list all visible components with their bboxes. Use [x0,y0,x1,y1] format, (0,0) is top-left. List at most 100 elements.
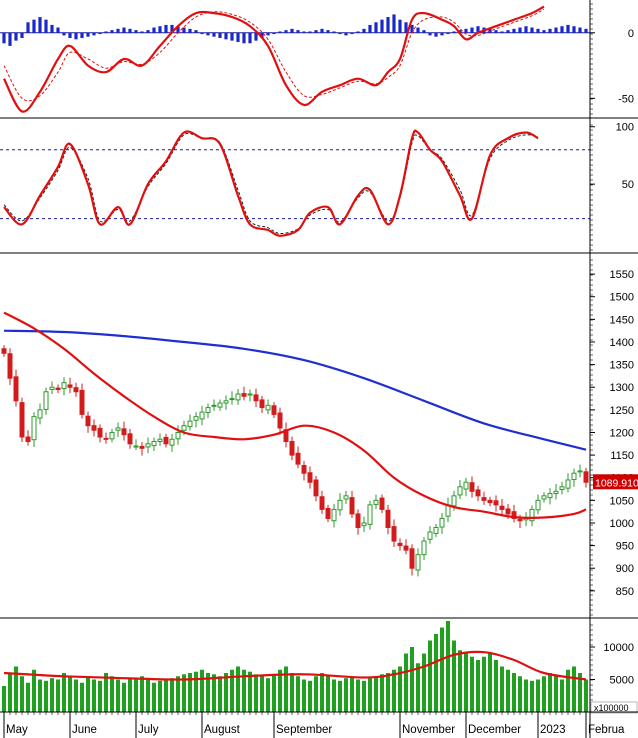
macd-histogram-bar [368,24,372,33]
candle-body [481,497,487,501]
macd-panel: -50 0 [0,3,634,115]
macd-histogram-bar [110,30,114,33]
volume-bar [104,673,108,712]
volume-bar [80,682,84,712]
candle-body [241,393,247,397]
volume-bar [296,676,300,712]
candle-body [325,507,331,519]
macd-histogram-bar [452,31,456,33]
volume-bar [434,634,438,712]
macd-histogram-bar [80,32,84,39]
candle-body [73,387,79,393]
candle-body [103,437,109,440]
macd-histogram-bar [494,30,498,33]
volume-bar [20,676,24,712]
volume-bar [572,666,576,712]
volume-scale-label: x100000 [594,703,629,713]
candle-body [349,497,355,515]
macd-histogram-bar [122,27,126,33]
macd-histogram-bar [260,32,264,39]
candle-body [553,490,559,495]
macd-histogram-bar [164,24,168,33]
macd-histogram-bar [26,22,30,33]
candle-body [151,441,157,447]
volume-bar [146,679,150,712]
volume-bar [464,653,468,712]
macd-histogram-bar [566,24,570,33]
price-axis-tick-label: 1200 [610,427,634,439]
candle-body [517,518,523,522]
candle-body [373,499,379,505]
macd-histogram-bar [434,32,438,37]
volume-ma-line [3,650,587,681]
volume-bar [584,679,588,712]
macd-histogram-bar [386,17,390,33]
volume-bar [206,673,210,712]
macd-histogram-bar [506,30,510,33]
macd-histogram-bar [536,28,540,33]
macd-histogram-bar [500,31,504,33]
volume-bar [50,678,54,712]
volume-scale-box [590,701,638,714]
volume-bar [578,673,582,712]
macd-histogram-bar [542,30,546,33]
volume-bar [212,674,216,712]
macd-histogram-bar [464,28,468,33]
volume-bar [38,679,42,712]
volume-bar [530,680,534,712]
volume-bar [128,678,132,712]
volume-bar [236,666,240,712]
volume-bar [368,678,372,712]
candle-body [187,420,193,428]
macd-histogram-bar [266,32,270,36]
macd-histogram-bar [44,19,48,33]
candle-body [157,438,163,443]
macd-histogram-bar [182,27,186,33]
macd-histogram-bar [338,32,342,35]
candle-body [43,391,49,410]
macd-histogram-bar [140,31,144,33]
candle-body [55,387,61,390]
x-axis-label: September [276,724,332,736]
volume-bar [242,669,246,712]
price-axis-tick-label: 1550 [610,269,634,281]
price-axis-tick-label: 950 [616,541,634,553]
volume-bar [488,653,492,712]
candle-body [499,505,505,510]
volume-bar [470,656,474,712]
candle-body [331,508,337,522]
stochastic-d-line [3,132,539,235]
volume-bar [332,679,336,712]
candle-body [277,412,283,429]
candle-body [451,495,457,507]
candle-body [91,425,97,431]
candle-body [223,400,229,404]
volume-bar [56,679,60,712]
macd-histogram-bar [428,32,432,36]
volume-bar [548,673,552,712]
macd-histogram-bar [158,26,162,33]
candle-body [505,508,511,515]
candle-body [571,472,577,481]
macd-histogram-bar [476,26,480,33]
volume-bar [74,679,78,712]
macd-histogram-bar [356,31,360,33]
x-axis-label: July [138,724,159,736]
candle-body [541,495,547,500]
candle-body [475,489,481,497]
macd-histogram-bar [68,32,72,39]
candle-body [403,545,409,551]
candle-body [463,481,469,490]
candle-body [235,393,241,401]
candle-body [547,493,553,499]
macd-histogram-bar [314,30,318,33]
volume-bar [326,676,330,712]
candle-body [193,416,199,421]
candle-body [253,394,259,402]
candle-body [337,499,343,511]
candle-body [19,402,25,438]
candle-body [511,511,517,519]
macd-histogram-bar [230,32,234,41]
candle-body [361,522,367,527]
